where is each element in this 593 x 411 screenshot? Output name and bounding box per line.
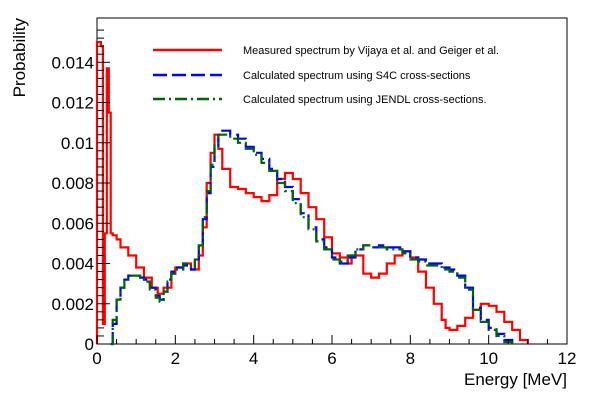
x-tick-label: 12	[558, 349, 577, 368]
y-tick-label: 0.012	[51, 94, 94, 113]
x-tick-label: 8	[406, 349, 415, 368]
legend-label-2: Calculated spectrum using S4C cross-sect…	[243, 70, 471, 82]
x-tick-label: 0	[92, 349, 101, 368]
y-tick-label: 0.006	[51, 214, 94, 233]
legend: Measured spectrum by Vijaya et al. and G…	[153, 45, 499, 106]
legend-label-3: Calculated spectrum using JENDL cross-se…	[243, 94, 487, 106]
plot-frame	[96, 17, 568, 345]
y-tick-label: 0.01	[61, 134, 94, 153]
x-tick-label: 6	[327, 349, 336, 368]
x-tick-label: 2	[171, 349, 180, 368]
legend-label-1: Measured spectrum by Vijaya et al. and G…	[243, 45, 499, 57]
y-tick-label: 0	[85, 335, 94, 354]
series-line-3	[110, 133, 514, 346]
y-axis-label: Probability	[10, 18, 29, 98]
series-layer	[95, 41, 529, 346]
x-tick-label: 4	[249, 349, 258, 368]
y-tick-label: 0.008	[51, 174, 94, 193]
y-tick-label: 0.002	[51, 295, 94, 314]
y-tick-label: 0.004	[51, 255, 94, 274]
axis-layer: 0 2 4 6 8 10 12 0 0.002 0.004 0.006 0.008 0.01 0.012 0…	[51, 29, 577, 368]
x-tick-label: 10	[479, 349, 498, 368]
x-axis-label: Energy [MeV]	[464, 370, 567, 389]
y-tick-label: 0.014	[51, 53, 94, 72]
